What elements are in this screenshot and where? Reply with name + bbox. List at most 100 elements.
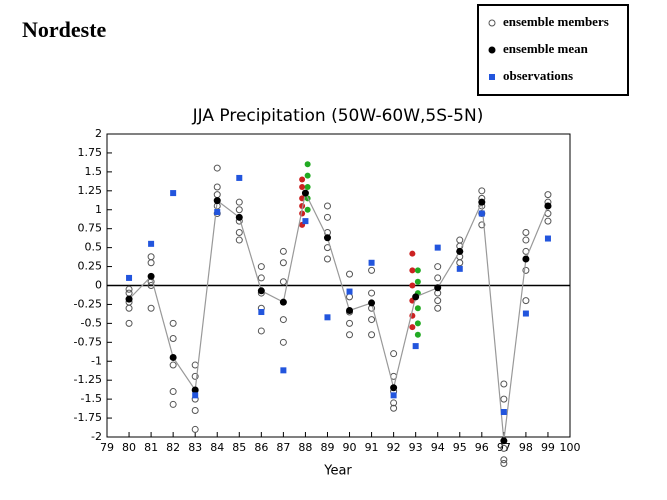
ensemble-member: [368, 316, 376, 324]
ensemble-member: [279, 278, 287, 286]
ensemble-member: [522, 236, 530, 244]
legend-label: observations: [503, 68, 573, 83]
member-highlight: [409, 267, 416, 274]
observation: [412, 343, 419, 350]
observation: [456, 265, 463, 272]
mean-dot: [368, 299, 376, 307]
x-tick-label: 91: [365, 441, 379, 454]
ensemble-member: [125, 304, 133, 312]
y-tick-label: -2: [91, 430, 102, 443]
x-tick-label: 97: [497, 441, 511, 454]
observation: [236, 174, 243, 181]
y-tick-label: 0.75: [78, 222, 103, 235]
ensemble-member: [235, 206, 243, 214]
legend-label: ensemble members: [503, 14, 609, 29]
ensemble-member: [235, 228, 243, 236]
x-tick-label: 82: [166, 441, 180, 454]
y-tick-label: 2: [95, 127, 102, 140]
ensemble-member: [390, 350, 398, 358]
ensemble-member: [434, 274, 442, 282]
ensemble-member: [191, 406, 199, 414]
ensemble-member: [434, 263, 442, 271]
y-tick-label: -0.25: [74, 297, 102, 310]
mean-dot: [390, 384, 398, 392]
mean-dot: [346, 306, 354, 314]
ensemble-member: [434, 304, 442, 312]
ensemble-member: [169, 400, 177, 408]
member-highlight: [304, 161, 311, 168]
ensemble-member: [191, 372, 199, 380]
ensemble-member: [257, 263, 265, 271]
mean-dot: [301, 189, 309, 197]
ensemble-member: [279, 259, 287, 267]
mean-dot: [544, 202, 552, 210]
member-highlight: [304, 206, 311, 213]
observation: [258, 309, 265, 316]
ensemble-member: [456, 259, 464, 267]
mean-dot: [235, 213, 243, 221]
y-tick-label: 1.25: [78, 184, 103, 197]
observation: [522, 310, 529, 317]
observation: [434, 244, 441, 251]
x-tick-label: 90: [343, 441, 357, 454]
legend-swatch: [488, 19, 496, 27]
ensemble-member: [235, 198, 243, 206]
ensemble-member: [500, 444, 508, 452]
x-tick-label: 99: [541, 441, 555, 454]
mean-dot: [213, 197, 221, 205]
ensemble-member: [390, 399, 398, 407]
mean-dot: [147, 272, 155, 280]
member-highlight: [414, 278, 421, 285]
ensemble-member: [213, 183, 221, 191]
observation: [346, 288, 353, 295]
x-axis-label: Year: [323, 464, 352, 479]
legend-swatch: [488, 46, 496, 54]
mean-dot: [478, 198, 486, 206]
ensemble-member: [213, 164, 221, 172]
ensemble-member: [147, 259, 155, 267]
member-highlight: [409, 250, 416, 257]
ensemble-member: [522, 297, 530, 305]
ensemble-member: [368, 289, 376, 297]
ensemble-member: [434, 297, 442, 305]
observation: [126, 274, 133, 281]
ensemble-member: [147, 304, 155, 312]
x-tick-label: 98: [519, 441, 533, 454]
x-tick-label: 83: [188, 441, 202, 454]
x-tick-label: 80: [122, 441, 136, 454]
member-highlight: [304, 184, 311, 191]
observation: [368, 259, 375, 266]
x-tick-label: 93: [409, 441, 423, 454]
member-highlight: [299, 176, 306, 183]
observation: [478, 210, 485, 217]
ensemble-member: [147, 253, 155, 261]
mean-dot: [191, 386, 199, 394]
ensemble-member: [346, 270, 354, 278]
ensemble-member: [323, 202, 331, 210]
observation: [148, 240, 155, 247]
ensemble-member: [191, 425, 199, 433]
x-tick-label: 88: [298, 441, 312, 454]
y-tick-label: -1: [91, 354, 102, 367]
ensemble-member: [169, 335, 177, 343]
y-tick-label: 0.5: [85, 241, 103, 254]
ensemble-member: [500, 380, 508, 388]
ensemble-member: [500, 456, 508, 464]
y-tick-label: -1.25: [74, 373, 102, 386]
ensemble-member: [522, 228, 530, 236]
member-highlight: [414, 331, 421, 338]
y-tick-label: 0.25: [78, 260, 103, 273]
mean-dot: [522, 255, 530, 263]
y-tick-label: 1.5: [85, 165, 103, 178]
x-tick-label: 95: [453, 441, 467, 454]
observation: [214, 209, 221, 216]
ensemble-member: [169, 361, 177, 369]
y-tick-label: 0: [95, 279, 102, 292]
x-tick-label: 81: [144, 441, 158, 454]
mean-dot: [434, 284, 442, 292]
mean-dot: [169, 353, 177, 361]
ensemble-member: [279, 316, 287, 324]
heading: Nordeste: [22, 17, 107, 42]
mean-dot: [456, 247, 464, 255]
mean-line: [128, 191, 549, 441]
